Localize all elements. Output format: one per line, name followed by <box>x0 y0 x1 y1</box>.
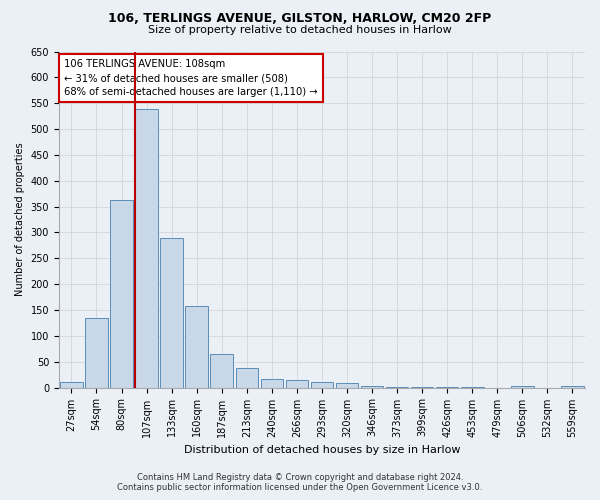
Bar <box>85 318 108 388</box>
Bar <box>110 200 133 388</box>
Text: Size of property relative to detached houses in Harlow: Size of property relative to detached ho… <box>148 25 452 35</box>
Text: 106, TERLINGS AVENUE, GILSTON, HARLOW, CM20 2FP: 106, TERLINGS AVENUE, GILSTON, HARLOW, C… <box>109 12 491 26</box>
Bar <box>411 386 433 388</box>
Bar <box>136 110 158 388</box>
Bar <box>311 382 333 388</box>
Bar <box>361 386 383 388</box>
Bar <box>236 368 258 388</box>
Text: 106 TERLINGS AVENUE: 108sqm
← 31% of detached houses are smaller (508)
68% of se: 106 TERLINGS AVENUE: 108sqm ← 31% of det… <box>64 60 317 98</box>
Bar <box>461 387 484 388</box>
Bar <box>286 380 308 388</box>
Bar <box>386 386 409 388</box>
Bar <box>211 354 233 388</box>
Text: Contains HM Land Registry data © Crown copyright and database right 2024.
Contai: Contains HM Land Registry data © Crown c… <box>118 473 482 492</box>
Bar <box>160 238 183 388</box>
Bar <box>260 379 283 388</box>
Bar <box>336 384 358 388</box>
Bar <box>436 386 458 388</box>
Bar <box>185 306 208 388</box>
Bar <box>561 386 584 388</box>
Bar <box>511 386 533 388</box>
Y-axis label: Number of detached properties: Number of detached properties <box>15 142 25 296</box>
X-axis label: Distribution of detached houses by size in Harlow: Distribution of detached houses by size … <box>184 445 460 455</box>
Bar <box>60 382 83 388</box>
